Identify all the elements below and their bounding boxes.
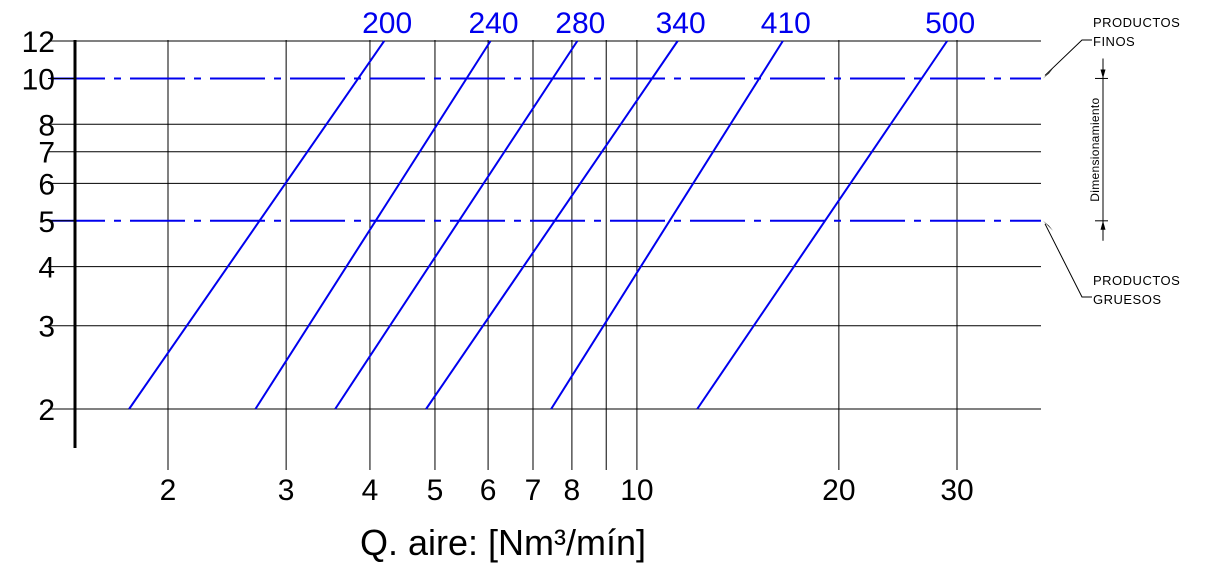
note-gruesos-line1: PRODUCTOS <box>1093 273 1180 288</box>
series-label-340: 340 <box>656 7 706 40</box>
series-label-240: 240 <box>468 7 518 40</box>
y-tick-label-10: 10 <box>22 63 55 96</box>
series-label-280: 280 <box>555 7 605 40</box>
x-tick-label-6: 6 <box>480 474 497 507</box>
x-tick-label-4: 4 <box>362 474 379 507</box>
note-finos-line1: PRODUCTOS <box>1093 15 1180 30</box>
axes <box>48 40 77 448</box>
y-tick-label-3: 3 <box>38 311 55 344</box>
series-line-410 <box>550 40 784 410</box>
x-tick-label-3: 3 <box>278 474 295 507</box>
x-tick-label-10: 10 <box>620 474 653 507</box>
leader-gruesos-arrowhead <box>1043 220 1053 231</box>
series-label-200: 200 <box>362 7 412 40</box>
y-tick-label-2: 2 <box>38 394 55 427</box>
x-tick-label-20: 20 <box>822 474 855 507</box>
dimension-arrow-bottom <box>1100 220 1106 230</box>
y-tick-label-12: 12 <box>22 26 55 59</box>
series-line-340 <box>425 40 679 410</box>
y-tick-label-7: 7 <box>38 137 55 170</box>
leader-gruesos <box>1044 223 1092 298</box>
reference-lines <box>50 77 1041 222</box>
series-line-200 <box>128 40 385 410</box>
x-tick-label-8: 8 <box>564 474 581 507</box>
x-tick-label-30: 30 <box>940 474 973 507</box>
annotations: PRODUCTOS FINOS PRODUCTOS GRUESOS Dimensiona… <box>1043 15 1180 307</box>
series-line-240 <box>254 40 492 410</box>
dimension-label: Dimensionamiento <box>1088 98 1102 202</box>
series-line-280 <box>334 40 579 410</box>
series-labels: 200 240 280 340 410 500 <box>362 7 975 40</box>
series-line-500 <box>696 40 948 410</box>
series-label-500: 500 <box>925 7 975 40</box>
y-tick-label-6: 6 <box>38 168 55 201</box>
x-axis-title: Q. aire: [Nm³/mín] <box>360 522 646 563</box>
leader-finos <box>1044 39 1092 76</box>
grid-lines <box>75 40 1041 470</box>
y-tick-label-4: 4 <box>38 252 55 285</box>
leader-finos-arrowhead <box>1043 68 1053 79</box>
note-finos-line2: FINOS <box>1093 34 1135 49</box>
dimension-arrow-top <box>1100 69 1106 79</box>
x-tick-label-2: 2 <box>160 474 177 507</box>
y-tick-label-5: 5 <box>38 206 55 239</box>
series-lines <box>128 40 948 410</box>
x-tick-label-7: 7 <box>525 474 542 507</box>
note-gruesos-line2: GRUESOS <box>1093 292 1162 307</box>
series-label-410: 410 <box>761 7 811 40</box>
x-tick-label-5: 5 <box>427 474 444 507</box>
y-tick-label-8: 8 <box>38 109 55 142</box>
